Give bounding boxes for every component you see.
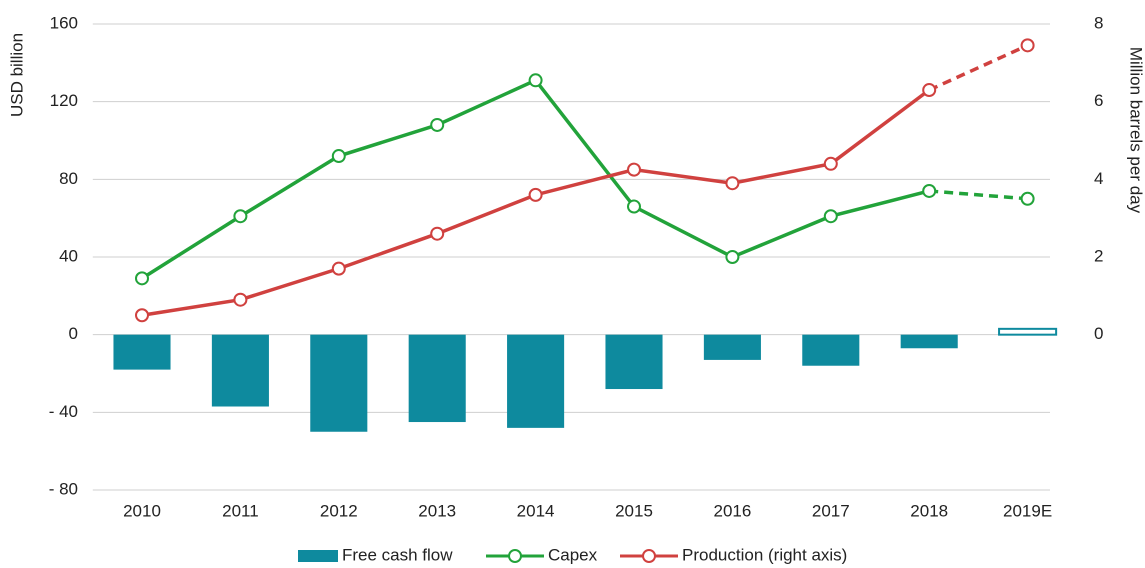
point: [627, 162, 641, 177]
point: [430, 117, 445, 132]
point: [922, 83, 937, 98]
bar: [507, 334, 565, 428]
bar: [310, 334, 368, 432]
legend-swatch: [508, 549, 522, 563]
bar: [802, 334, 860, 366]
y2-axis-label: Million barrels per day: [1127, 47, 1145, 214]
y2-tick-label: 0: [1094, 324, 1103, 343]
point: [823, 156, 838, 171]
point: [922, 183, 937, 198]
point: [528, 73, 543, 88]
bar: [211, 334, 269, 407]
point: [430, 226, 445, 241]
bar: [998, 327, 1058, 336]
point: [725, 250, 740, 264]
projection-line: [928, 43, 1029, 92]
x-tick-label: 2014: [517, 501, 555, 520]
point: [528, 187, 543, 202]
point: [1020, 38, 1035, 53]
legend-label: Capex: [548, 545, 598, 564]
point: [1020, 191, 1035, 206]
y2-tick-label: 2: [1094, 246, 1103, 265]
bar: [900, 334, 958, 349]
y-tick-label: 40: [59, 246, 78, 265]
point: [233, 209, 248, 224]
x-tick-label: 2015: [615, 501, 653, 520]
y2-tick-label: 4: [1094, 169, 1103, 188]
y-tick-label: 0: [69, 324, 78, 343]
point: [823, 209, 838, 224]
point: [331, 261, 346, 276]
legend-swatch: [642, 549, 656, 563]
legend-label: Production (right axis): [682, 545, 847, 564]
point: [135, 271, 149, 286]
bar: [113, 334, 171, 370]
x-tick-label: 2019E: [1003, 501, 1052, 520]
x-tick-label: 2017: [812, 501, 850, 520]
point: [627, 199, 641, 214]
legend-label: Free cash flow: [342, 545, 453, 564]
point: [135, 308, 149, 323]
y2-tick-label: 6: [1094, 91, 1103, 110]
bar: [703, 334, 761, 360]
point: [331, 149, 346, 164]
point: [233, 292, 248, 307]
y-tick-label: 120: [50, 91, 78, 110]
x-tick-label: 2013: [418, 501, 456, 520]
x-tick-label: 2010: [123, 501, 161, 520]
y2-tick-label: 8: [1094, 13, 1103, 32]
x-tick-label: 2011: [222, 501, 259, 520]
x-tick-label: 2016: [713, 501, 751, 520]
x-tick-label: 2018: [910, 501, 948, 520]
y-tick-label: - 80: [49, 479, 78, 498]
y-tick-label: 80: [59, 169, 78, 188]
legend-swatch: [298, 550, 338, 562]
x-tick-label: 2012: [320, 501, 358, 520]
bar: [605, 334, 663, 390]
y-axis-label: USD billion: [7, 33, 26, 117]
point: [725, 176, 740, 191]
y-tick-label: - 40: [49, 402, 78, 421]
bar: [408, 334, 466, 423]
projection-line: [929, 189, 1028, 201]
y-tick-label: 160: [50, 13, 78, 32]
